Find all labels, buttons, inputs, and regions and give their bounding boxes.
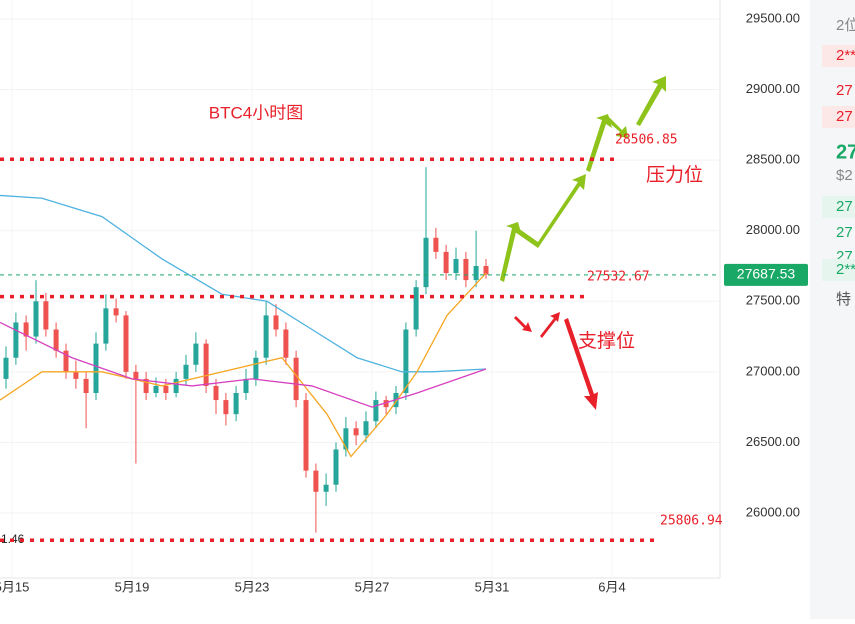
panel-text: 27 bbox=[836, 108, 853, 125]
x-tick-label: 6月4 bbox=[598, 579, 625, 594]
panel-text: 特 bbox=[836, 291, 851, 308]
candle-body bbox=[53, 329, 59, 351]
moving-average bbox=[0, 194, 487, 373]
candle-body bbox=[473, 265, 479, 281]
arrow bbox=[540, 312, 560, 338]
y-tick-label: 29500.00 bbox=[746, 10, 800, 25]
candle-body bbox=[453, 258, 459, 274]
moving-average bbox=[0, 321, 487, 408]
arrow bbox=[636, 76, 666, 126]
side-panel bbox=[810, 0, 855, 619]
candle-body bbox=[223, 400, 229, 415]
arrow bbox=[564, 318, 598, 410]
panel-text: 27 bbox=[836, 224, 853, 241]
annotation: 支撑位 bbox=[578, 330, 635, 352]
candle-body bbox=[43, 301, 49, 330]
candle-body bbox=[353, 428, 359, 436]
candle-body bbox=[213, 385, 219, 401]
x-tick-label: 5月19 bbox=[115, 579, 150, 594]
candle-body bbox=[173, 378, 179, 394]
candle-body bbox=[253, 357, 259, 379]
candle-body bbox=[423, 237, 429, 288]
level-label: 27532.67 bbox=[587, 270, 650, 285]
candle-body bbox=[23, 322, 29, 337]
candle-body bbox=[333, 449, 339, 485]
panel-row bbox=[822, 45, 855, 67]
candle-body bbox=[103, 308, 109, 344]
arrow bbox=[500, 222, 522, 282]
candle-body bbox=[483, 265, 489, 275]
plot bbox=[0, 18, 720, 533]
y-tick-label: 26500.00 bbox=[746, 434, 800, 449]
candle-body bbox=[313, 470, 319, 492]
candle-body bbox=[363, 421, 369, 436]
last-price-label: 27687.53 bbox=[737, 266, 796, 282]
y-tick-label: 29000.00 bbox=[746, 81, 800, 96]
candle-body bbox=[73, 371, 79, 379]
panel-row bbox=[822, 259, 855, 281]
arrow bbox=[515, 174, 586, 248]
panel-text: 2位 bbox=[836, 17, 855, 34]
x-tick-label: 5月15 bbox=[0, 579, 29, 594]
candle-body bbox=[63, 350, 69, 372]
arrow bbox=[606, 116, 628, 138]
candle-body bbox=[133, 371, 139, 379]
candle-body bbox=[463, 258, 469, 281]
candle-body bbox=[233, 393, 239, 415]
candle-body bbox=[383, 400, 389, 408]
panel-text: 27 bbox=[836, 141, 855, 163]
candle-body bbox=[33, 301, 39, 337]
last-price-tag bbox=[724, 263, 808, 286]
panel-text: 27 bbox=[836, 82, 853, 99]
candle-body bbox=[403, 329, 409, 394]
candle-body bbox=[263, 315, 269, 358]
candle-body bbox=[273, 315, 279, 330]
candle-body bbox=[93, 343, 99, 394]
x-tick-label: 5月31 bbox=[475, 579, 510, 594]
annotation: 压力位 bbox=[646, 164, 703, 186]
candle-body bbox=[373, 400, 379, 422]
candle-body bbox=[83, 378, 89, 394]
candle-body bbox=[113, 308, 119, 316]
candle-body bbox=[293, 357, 299, 401]
panel-text: 27 bbox=[836, 198, 853, 215]
candle-body bbox=[413, 287, 419, 330]
y-tick-label: 26000.00 bbox=[746, 504, 800, 519]
level-label: 25806.94 bbox=[660, 514, 723, 529]
candle-body bbox=[303, 400, 309, 471]
panel-text: 2** bbox=[836, 47, 855, 64]
candle-body bbox=[343, 428, 349, 450]
candle-body bbox=[433, 237, 439, 252]
x-tick-label: 5月23 bbox=[235, 579, 270, 594]
candle-body bbox=[143, 378, 149, 394]
candle-body bbox=[3, 357, 9, 379]
panel-row bbox=[822, 196, 855, 218]
x-tick-label: 5月27 bbox=[355, 579, 390, 594]
panel-row bbox=[822, 106, 855, 128]
candle-body bbox=[323, 484, 329, 492]
y-tick-label: 28500.00 bbox=[746, 152, 800, 167]
candle-body bbox=[193, 343, 199, 365]
candle-body bbox=[283, 329, 289, 358]
chart-title: BTC4小时图 bbox=[209, 103, 303, 122]
arrow bbox=[514, 316, 532, 332]
candle-body bbox=[443, 251, 449, 274]
candle-body bbox=[123, 315, 129, 372]
y-tick-label: 27500.00 bbox=[746, 293, 800, 308]
candle-body bbox=[153, 385, 159, 394]
candle-body bbox=[243, 378, 249, 394]
candle-body bbox=[183, 364, 189, 379]
panel-text: $2 bbox=[836, 167, 853, 184]
y-tick-label: 28000.00 bbox=[746, 222, 800, 237]
candle-body bbox=[203, 343, 209, 386]
panel-text: 2** bbox=[836, 261, 855, 278]
level-label: 28506.85 bbox=[615, 133, 678, 148]
moving-average bbox=[0, 272, 487, 458]
y-tick-label: 27000.00 bbox=[746, 363, 800, 378]
candle-body bbox=[163, 385, 169, 394]
candle-body bbox=[13, 322, 19, 358]
